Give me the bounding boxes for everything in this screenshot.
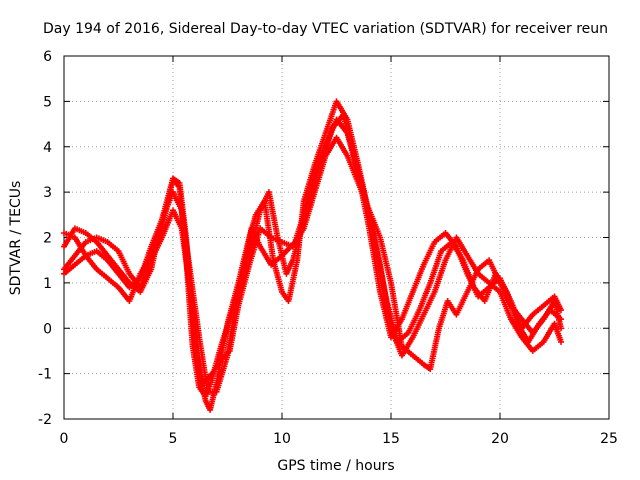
y-tick-label: 2 — [43, 231, 52, 247]
y-tick-label: 1 — [43, 276, 52, 292]
y-tick-label: -2 — [38, 412, 52, 428]
series-line — [63, 118, 562, 398]
series-trace-4 — [61, 112, 564, 395]
series-line — [63, 100, 562, 412]
axis-ticks: 0 5 10 15 20 25 -2 -1 0 1 2 3 4 5 6 — [38, 49, 618, 447]
data-point-marker — [558, 316, 564, 323]
y-tick-label: -1 — [38, 367, 52, 383]
data-point-marker — [558, 325, 564, 332]
y-tick-label: 5 — [43, 94, 52, 110]
chart-title: Day 194 of 2016, Sidereal Day-to-day VTE… — [43, 21, 608, 37]
x-tick-label: 20 — [491, 431, 509, 447]
y-tick-label: 6 — [43, 49, 52, 65]
y-tick-label: 3 — [43, 185, 52, 201]
x-tick-label: 5 — [169, 431, 178, 447]
data-point-marker — [558, 338, 564, 345]
data-series — [61, 98, 564, 413]
series-line — [63, 113, 562, 393]
y-tick-label: 4 — [43, 140, 52, 156]
x-axis-label: GPS time / hours — [277, 458, 394, 474]
x-tick-label: 15 — [382, 431, 400, 447]
series-trace-1 — [61, 98, 564, 413]
y-tick-label: 0 — [43, 321, 52, 337]
x-tick-label: 10 — [273, 431, 291, 447]
x-tick-label: 0 — [60, 431, 69, 447]
y-axis-label: SDTVAR / TECUs — [8, 181, 24, 296]
x-tick-label: 25 — [600, 431, 618, 447]
